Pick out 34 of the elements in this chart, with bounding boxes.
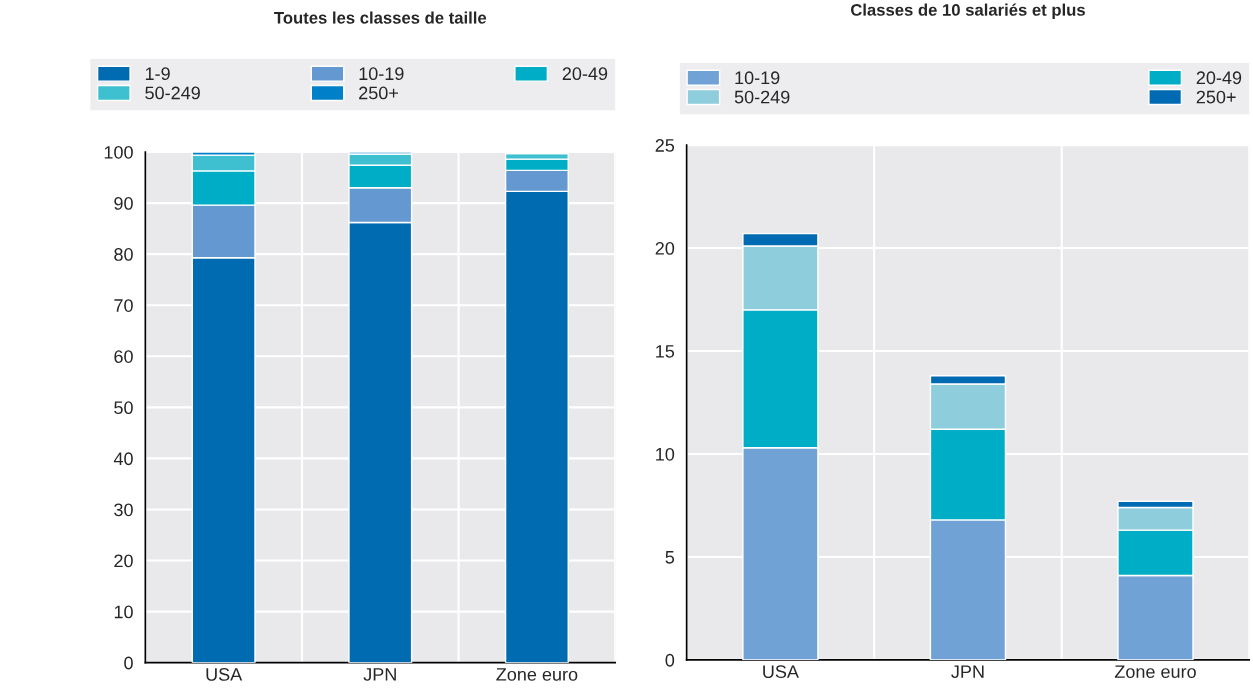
legend-label: 50-249 [734, 90, 790, 104]
y-tick-label: 30 [114, 503, 133, 517]
y-tick-label: 90 [114, 197, 133, 210]
legend-label: 250+ [359, 86, 398, 100]
y-tick-label: 60 [114, 350, 133, 363]
x-tick-label: USA [206, 668, 243, 681]
y-tick-label: 25 [655, 139, 675, 152]
y-tick-label: 80 [114, 248, 133, 261]
y-tick-label: 10 [114, 605, 133, 619]
y-tick-label: 5 [665, 551, 675, 564]
y-tick-label: 40 [113, 452, 133, 466]
x-tick-label: Zone euro [1114, 665, 1196, 679]
legend-label: 250+ [1196, 90, 1236, 104]
y-tick-label: 20 [114, 554, 133, 568]
legend-label: 10-19 [359, 67, 404, 81]
chart-title: Toutes les classes de taille [274, 11, 487, 24]
y-tick-label: 50 [114, 401, 133, 415]
legend-label: 20-49 [562, 67, 608, 81]
y-tick-label: 10 [656, 447, 675, 461]
legend-label: 50-249 [145, 86, 200, 100]
y-tick-label: 100 [104, 145, 133, 159]
x-tick-label: JPN [951, 665, 984, 679]
legend-label: 10-19 [735, 71, 780, 85]
x-tick-label: USA [763, 665, 799, 679]
y-tick-label: 15 [656, 345, 675, 358]
y-tick-label: 0 [124, 656, 133, 670]
chart-title: Classes de 10 salariés et plus [850, 3, 1085, 20]
x-tick-label: Zone euro [496, 668, 578, 681]
legend-label: 1-9 [145, 67, 170, 81]
x-tick-label: JPN [363, 668, 396, 681]
legend-label: 20-49 [1196, 71, 1242, 85]
y-tick-label: 70 [114, 299, 133, 312]
y-tick-label: 20 [655, 242, 675, 255]
y-tick-label: 0 [665, 653, 675, 667]
